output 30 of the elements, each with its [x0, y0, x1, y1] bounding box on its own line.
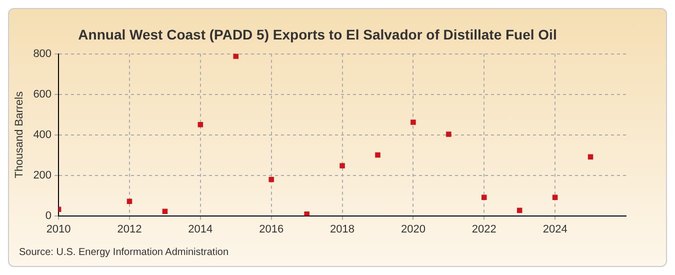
x-tick-label: 2022 [472, 223, 496, 236]
point [304, 212, 310, 216]
point [198, 122, 204, 128]
chart-title: Annual West Coast (PADD 5) Exports to El Salvador of Distillate Fuel Oil [78, 26, 557, 42]
y-tick-label: 200 [33, 169, 52, 182]
x-tick-label: 2018 [330, 223, 355, 236]
x-tick-label: 2012 [117, 223, 142, 236]
point [446, 132, 452, 137]
point [340, 163, 345, 168]
point [516, 208, 522, 213]
point [268, 176, 274, 182]
source-note: Source: U.S. Energy Information Administration [19, 247, 229, 258]
x-tick-label: 2016 [259, 223, 284, 236]
point [233, 54, 238, 59]
point [588, 154, 594, 160]
y-axis-title: Thousand Barrels [14, 90, 26, 178]
y-tick-label: 400 [33, 128, 52, 141]
x-tick-label: 2020 [400, 223, 426, 236]
point [162, 208, 168, 214]
point [410, 120, 416, 125]
x-tick-label: 2024 [542, 223, 568, 236]
y-tick-label: 600 [33, 88, 52, 100]
y-tick-label: 0 [45, 210, 52, 222]
point [482, 194, 487, 200]
y-tick-label: 800 [33, 48, 52, 60]
x-tick-label: 2014 [188, 223, 213, 236]
point [126, 198, 132, 204]
x-tick-label: 2010 [46, 223, 71, 236]
point [552, 194, 558, 200]
point [375, 152, 380, 158]
